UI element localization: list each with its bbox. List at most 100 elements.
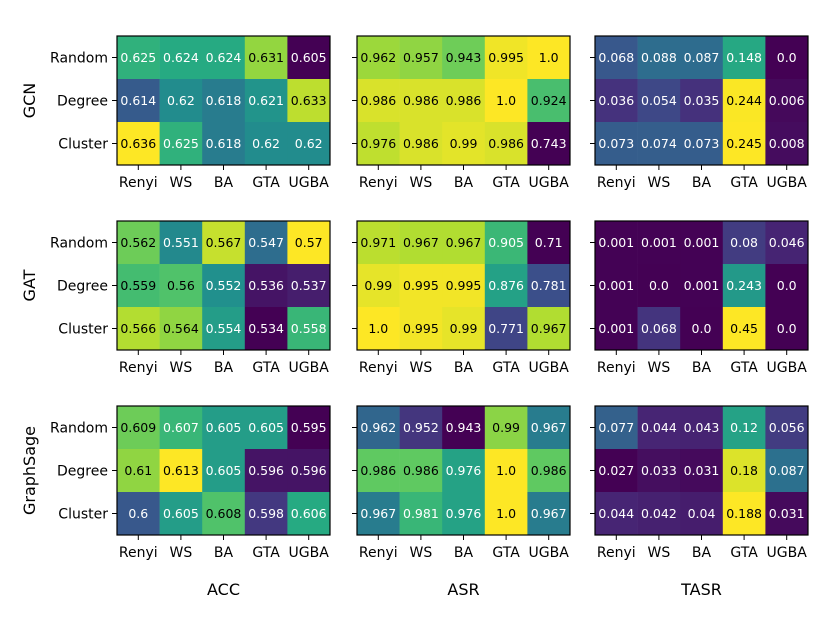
- cell-value-label: 0.035: [684, 93, 720, 108]
- cell-value-label: 0.62: [295, 136, 323, 151]
- heatmap-cell: [527, 307, 571, 351]
- heatmap-cell: [637, 307, 681, 351]
- x-tick-label: UGBA: [289, 545, 330, 561]
- heatmap-cell: [202, 36, 246, 80]
- heatmap-cell: [244, 449, 288, 493]
- x-tick-label: BA: [692, 545, 712, 561]
- cell-value-label: 0.0: [692, 321, 712, 336]
- cell-value-label: 0.087: [684, 50, 720, 65]
- heatmap-cell: [287, 36, 331, 80]
- heatmap-panel-graphsage-tasr: 0.077 0.044 0.043 0.12 0.056 0.027 0.033 0.031 0…: [590, 405, 809, 561]
- cell-value-label: 0.618: [206, 136, 242, 151]
- heatmap-panel-gat-acc: 0.562 0.551 0.567 0.547 0.57 0.559 0.56 0.552 0.…: [50, 220, 331, 376]
- cell-value-label: 0.967: [446, 235, 482, 250]
- y-tick-label: Cluster: [58, 322, 108, 338]
- cell-value-label: 0.62: [167, 93, 195, 108]
- cell-value-label: 0.595: [291, 420, 327, 435]
- cell-value-label: 1.0: [539, 50, 559, 65]
- heatmap-cell: [595, 406, 638, 450]
- cell-value-label: 0.558: [291, 321, 327, 336]
- heatmap-cell: [637, 36, 681, 80]
- cell-value-label: 0.45: [730, 321, 758, 336]
- heatmap-cell: [595, 307, 638, 351]
- cell-value-label: 0.559: [120, 278, 156, 293]
- y-tick-label: Degree: [57, 279, 108, 295]
- heatmap-cell: [680, 36, 724, 80]
- y-tick-label: Random: [50, 51, 108, 67]
- heatmap-cell: [527, 36, 571, 80]
- heatmap-cell: [484, 307, 528, 351]
- heatmap-cell: [765, 122, 809, 166]
- cell-value-label: 0.551: [163, 235, 199, 250]
- heatmap-cell: [595, 264, 638, 308]
- heatmap-cell: [159, 492, 203, 536]
- cell-value-label: 0.781: [531, 278, 567, 293]
- heatmap-cell: [357, 449, 400, 493]
- heatmap-cell: [287, 492, 331, 536]
- cell-value-label: 0.001: [641, 235, 677, 250]
- metric-label-asr: ASR: [447, 580, 479, 599]
- heatmap-cell: [244, 492, 288, 536]
- heatmap-cell: [722, 79, 766, 123]
- heatmap-cell: [442, 492, 486, 536]
- x-tick-label: UGBA: [529, 360, 570, 376]
- cell-value-label: 0.567: [206, 235, 242, 250]
- heatmap-cell: [117, 492, 160, 536]
- heatmap-cell: [202, 79, 246, 123]
- heatmap-panel-graphsage-asr: 0.962 0.952 0.943 0.99 0.967 0.986 0.986 0.976 1…: [352, 405, 571, 561]
- cell-value-label: 0.031: [684, 463, 720, 478]
- heatmap-panel-gcn-asr: 0.962 0.957 0.943 0.995 1.0 0.986 0.986 0.986 1.…: [352, 35, 571, 191]
- cell-value-label: 0.073: [684, 136, 720, 151]
- heatmap-cell: [244, 79, 288, 123]
- cell-value-label: 0.043: [684, 420, 720, 435]
- heatmap-cell: [637, 122, 681, 166]
- heatmap-cell: [117, 122, 160, 166]
- heatmap-cell: [399, 36, 443, 80]
- x-tick-label: GTA: [730, 175, 758, 191]
- heatmap-cell: [680, 307, 724, 351]
- heatmap-cell: [484, 264, 528, 308]
- heatmap-cell: [637, 406, 681, 450]
- cell-value-label: 0.995: [446, 278, 482, 293]
- heatmap-cell: [442, 406, 486, 450]
- heatmap-cell: [357, 492, 400, 536]
- cell-value-label: 0.073: [598, 136, 634, 151]
- cell-value-label: 0.609: [120, 420, 156, 435]
- heatmap-cell: [442, 79, 486, 123]
- cell-value-label: 0.001: [598, 321, 634, 336]
- heatmap-cell: [159, 264, 203, 308]
- cell-value-label: 0.188: [726, 506, 762, 521]
- heatmap-cell: [765, 406, 809, 450]
- heatmap-cell: [595, 449, 638, 493]
- cell-value-label: 0.633: [291, 93, 327, 108]
- x-tick-label: UGBA: [767, 175, 808, 191]
- heatmap-cell: [680, 221, 724, 265]
- heatmap-cell: [202, 406, 246, 450]
- heatmap-cell: [527, 449, 571, 493]
- x-tick-label: GTA: [492, 545, 520, 561]
- heatmap-cell: [442, 36, 486, 80]
- heatmap-cell: [527, 122, 571, 166]
- heatmap-cell: [202, 449, 246, 493]
- heatmap-cell: [484, 221, 528, 265]
- cell-value-label: 0.986: [360, 93, 396, 108]
- heatmap-cell: [765, 449, 809, 493]
- cell-value-label: 0.986: [403, 136, 439, 151]
- cell-value-label: 0.056: [769, 420, 805, 435]
- heatmap-cell: [637, 264, 681, 308]
- heatmap-cell: [442, 264, 486, 308]
- heatmap-cell: [244, 36, 288, 80]
- model-label-gcn: GCN: [20, 83, 39, 119]
- heatmap-cell: [357, 307, 400, 351]
- heatmap-cell: [244, 264, 288, 308]
- cell-value-label: 0.621: [248, 93, 284, 108]
- cell-value-label: 0.967: [531, 420, 567, 435]
- x-tick-label: GTA: [730, 545, 758, 561]
- heatmap-cell: [722, 406, 766, 450]
- cell-value-label: 0.077: [598, 420, 634, 435]
- cell-value-label: 0.08: [730, 235, 758, 250]
- cell-value-label: 0.976: [446, 463, 482, 478]
- cell-value-label: 0.976: [360, 136, 396, 151]
- x-tick-label: WS: [648, 175, 671, 191]
- cell-value-label: 0.554: [206, 321, 242, 336]
